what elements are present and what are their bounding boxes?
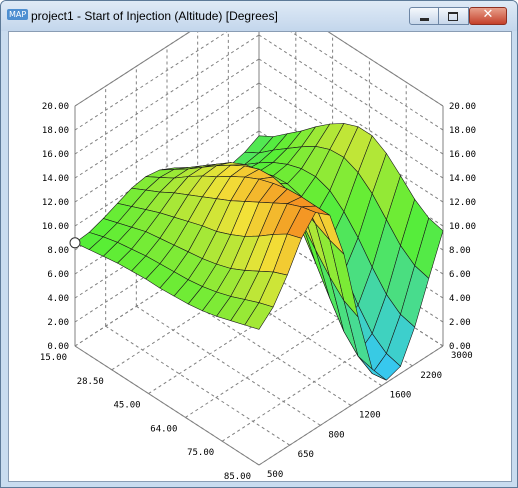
- z-tick-label-right: 6.00: [449, 270, 471, 280]
- z-tick-label-right: 10.00: [449, 222, 476, 232]
- rpm-tick-label: 1200: [359, 411, 381, 421]
- close-button[interactable]: ✕: [469, 7, 507, 25]
- rpm-tick-label: 500: [267, 470, 283, 480]
- z-tick-label-left: 20.00: [42, 102, 69, 112]
- maximize-icon: [448, 12, 458, 21]
- z-tick-label-right: 12.00: [449, 198, 476, 208]
- z-tick-label-right: 14.00: [449, 174, 476, 184]
- z-tick-label-left: 0.00: [47, 342, 69, 352]
- box-edge-floor-right: [258, 345, 444, 466]
- z-tick-label-left: 2.00: [47, 318, 69, 328]
- window-title: project1 - Start of Injection (Altitude)…: [31, 9, 278, 23]
- grid-line-floor: [136, 305, 321, 426]
- rpm-tick-label: 3000: [451, 351, 473, 361]
- load-tick-label: 15.00: [40, 353, 67, 363]
- axis-labels: 20.00 20.00 18.00 18.00 16.00 16.00 14.00 14.00…: [40, 102, 476, 482]
- z-tick-label-left: 14.00: [42, 174, 69, 184]
- app-icon: MAP: [7, 9, 29, 20]
- rpm-tick-label: 650: [298, 450, 314, 460]
- grid-line-floor: [105, 325, 290, 446]
- minimize-button[interactable]: [409, 7, 439, 25]
- close-icon: ✕: [482, 7, 494, 22]
- title-bar[interactable]: MAP project1 - Start of Injection (Altit…: [1, 1, 517, 31]
- rpm-tick-label: 2200: [420, 371, 442, 381]
- maximize-button[interactable]: [439, 7, 469, 25]
- selected-cell-marker[interactable]: [69, 237, 81, 249]
- rpm-tick-label: 800: [328, 430, 344, 440]
- rpm-tick-label: 1600: [390, 391, 412, 401]
- z-tick-label-left: 6.00: [47, 270, 69, 280]
- load-tick-label: 28.50: [77, 377, 104, 387]
- z-tick-label-right: 20.00: [449, 102, 476, 112]
- grid-line-floor: [148, 274, 333, 395]
- surface-mesh: [74, 123, 444, 381]
- load-tick-label: 75.00: [187, 448, 214, 458]
- z-tick-label-left: 18.00: [42, 126, 69, 136]
- z-tick-label-right: 0.00: [449, 342, 471, 352]
- z-tick-label-left: 10.00: [42, 222, 69, 232]
- z-tick-label-right: 8.00: [449, 246, 471, 256]
- load-tick-label: 64.00: [150, 424, 177, 434]
- z-tick-label-right: 18.00: [449, 126, 476, 136]
- grid-line-right-wall: [258, 34, 444, 155]
- z-tick-label-left: 16.00: [42, 150, 69, 160]
- surface-chart[interactable]: 20.00 20.00 18.00 18.00 16.00 16.00 14.00 14.00…: [9, 1, 511, 482]
- load-tick-label: 45.00: [114, 401, 141, 411]
- minimize-icon: [420, 18, 429, 21]
- z-tick-label-right: 2.00: [449, 318, 471, 328]
- grid-line-right-wall: [258, 58, 444, 179]
- load-tick-label: 85.00: [224, 472, 251, 481]
- z-tick-label-left: 12.00: [42, 198, 69, 208]
- z-tick-label-right: 4.00: [449, 294, 471, 304]
- z-tick-label-right: 16.00: [449, 150, 476, 160]
- z-tick-label-left: 4.00: [47, 294, 69, 304]
- chart-area[interactable]: 20.00 20.00 18.00 18.00 16.00 16.00 14.00 14.00…: [8, 1, 512, 482]
- box-edge-floor-left: [74, 345, 260, 466]
- surface-cell: [244, 302, 274, 330]
- z-tick-label-left: 8.00: [47, 246, 69, 256]
